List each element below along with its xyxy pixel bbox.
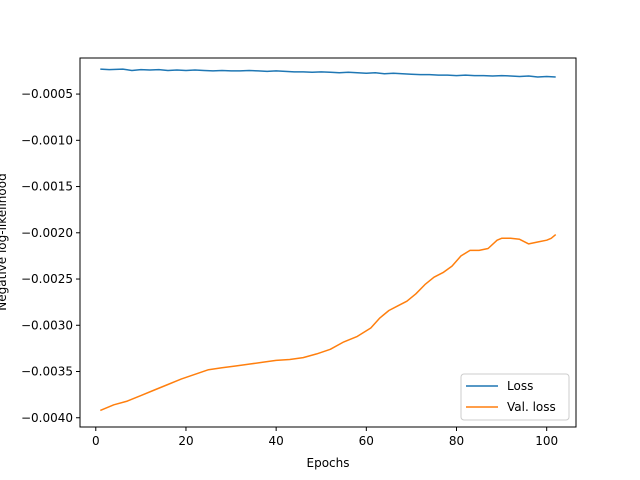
y-tick-label: −0.0010 [21,133,73,147]
legend: Loss Val. loss [460,373,570,421]
y-axis-label: Negative log-likelihood [0,173,9,310]
y-tick-label: −0.0025 [21,272,73,286]
plot-frame [79,57,577,428]
x-tick-label: 60 [359,434,374,448]
y-tick-label: −0.0040 [21,411,73,425]
series-layer [100,68,557,412]
x-tick-label: 20 [178,434,193,448]
legend-label-val-loss: Val. loss [507,400,556,414]
y-ticks: −0.0005 −0.0010 −0.0015 −0.0020 −0.0025 −0.00… [21,87,80,425]
y-tick-label: −0.0020 [21,226,73,240]
y-tick-label: −0.0035 [21,365,73,379]
x-tick-label: 80 [449,434,464,448]
legend-label-loss: Loss [507,379,533,393]
x-tick-label: 100 [535,434,558,448]
x-tick-label: 40 [269,434,284,448]
series-line-loss [100,68,556,78]
y-tick-label: −0.0030 [21,318,73,332]
plot-background [80,58,576,427]
series-line-val-loss [100,234,557,412]
y-tick-label: −0.0005 [21,87,73,101]
x-axis-label: Epochs [307,456,350,470]
x-ticks: 0 20 40 60 80 100 [92,427,558,448]
y-tick-label: −0.0015 [21,180,73,194]
x-tick-label: 0 [92,434,100,448]
